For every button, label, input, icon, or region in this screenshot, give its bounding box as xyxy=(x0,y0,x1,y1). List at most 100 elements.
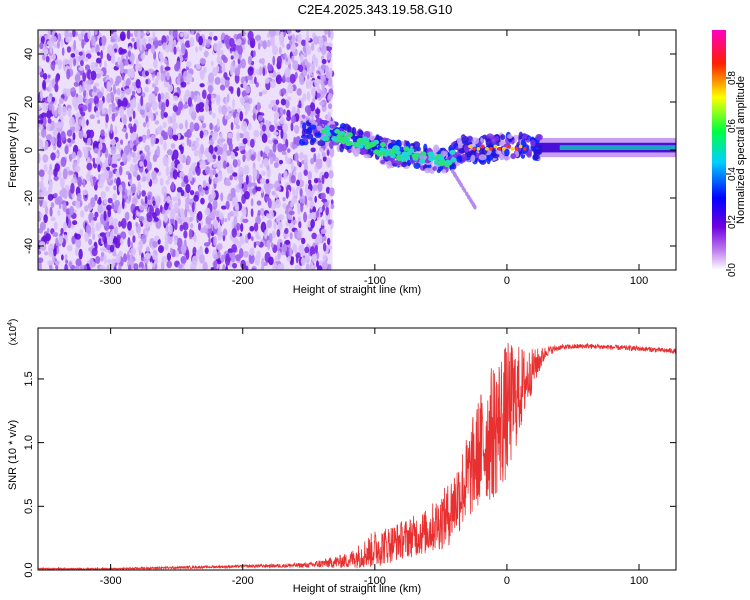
noise-blob xyxy=(78,66,84,72)
noise-blob xyxy=(133,30,139,38)
noise-blob xyxy=(280,128,284,139)
noise-blob xyxy=(152,154,158,163)
noise-blob xyxy=(147,194,151,201)
noise-blob xyxy=(244,238,249,244)
noise-blob xyxy=(253,50,256,57)
noise-blob xyxy=(244,110,248,116)
noise-blob xyxy=(248,187,253,194)
noise-blob xyxy=(255,186,262,192)
noise-blob xyxy=(109,49,115,57)
noise-blob xyxy=(94,30,98,36)
noise-blob xyxy=(213,35,218,41)
noise-blob xyxy=(290,161,294,172)
ridge-blob xyxy=(518,131,523,140)
ridge-blob xyxy=(321,119,329,126)
noise-blob xyxy=(218,147,224,155)
noise-blob xyxy=(49,265,53,270)
noise-blob xyxy=(39,42,44,50)
noise-blob xyxy=(179,208,185,217)
noise-blob xyxy=(309,262,314,270)
noise-blob xyxy=(66,46,72,53)
noise-blob xyxy=(270,242,274,248)
noise-blob xyxy=(160,260,165,270)
noise-blob xyxy=(261,57,265,65)
ridge-peak xyxy=(428,156,435,162)
noise-blob xyxy=(152,252,156,260)
noise-blob xyxy=(255,240,261,246)
noise-blob xyxy=(315,108,321,115)
noise-blob xyxy=(247,66,254,76)
noise-blob xyxy=(68,170,74,175)
noise-blob xyxy=(291,115,297,124)
noise-blob xyxy=(184,208,188,218)
spectrogram-x-label: Height of straight line (km) xyxy=(293,284,421,296)
noise-blob xyxy=(266,219,272,229)
noise-blob xyxy=(204,247,209,255)
noise-blob xyxy=(67,107,72,118)
noise-blob xyxy=(145,43,152,50)
noise-blob xyxy=(326,157,332,168)
noise-blob xyxy=(144,86,149,93)
noise-blob xyxy=(60,156,67,167)
noise-blob xyxy=(43,163,48,172)
noise-blob xyxy=(152,83,156,88)
noise-blob xyxy=(95,44,100,55)
noise-blob xyxy=(69,153,72,162)
noise-blob xyxy=(294,152,299,162)
noise-blob xyxy=(272,55,276,66)
noise-blob xyxy=(297,171,303,182)
noise-blob xyxy=(130,247,137,256)
noise-blob xyxy=(105,186,110,192)
tail-blob xyxy=(459,182,463,188)
noise-blob xyxy=(319,207,323,213)
noise-blob xyxy=(80,59,84,67)
noise-blob xyxy=(329,146,335,158)
noise-blob xyxy=(274,199,281,209)
noise-blob xyxy=(70,182,75,194)
noise-blob xyxy=(247,55,252,65)
noise-blob xyxy=(49,206,53,217)
ridge-blob xyxy=(394,159,403,166)
noise-blob xyxy=(256,101,261,112)
noise-blob xyxy=(306,74,310,80)
noise-blob xyxy=(101,108,106,115)
noise-blob xyxy=(50,152,56,161)
noise-blob xyxy=(39,212,43,219)
noise-blob xyxy=(90,129,94,139)
ridge-blob xyxy=(317,139,326,147)
noise-blob xyxy=(98,142,103,151)
ridge-blob xyxy=(456,137,463,146)
noise-blob xyxy=(144,51,149,56)
noise-blob xyxy=(167,84,174,92)
noise-blob xyxy=(212,199,218,210)
noise-blob xyxy=(286,109,291,118)
noise-blob xyxy=(39,89,43,100)
noise-blob xyxy=(132,171,138,178)
noise-blob xyxy=(42,54,46,61)
noise-blob xyxy=(136,86,142,94)
noise-blob xyxy=(312,87,316,98)
noise-blob xyxy=(154,195,161,206)
noise-blob xyxy=(42,79,47,90)
ridge-peak xyxy=(401,151,408,157)
noise-blob xyxy=(114,48,118,53)
noise-blob xyxy=(253,222,259,232)
noise-blob xyxy=(236,159,241,167)
noise-blob xyxy=(221,54,227,61)
noise-blob xyxy=(320,75,324,86)
y-tick-label: 0 xyxy=(23,147,35,153)
noise-blob xyxy=(253,241,257,249)
noise-blob xyxy=(93,216,97,221)
noise-blob xyxy=(51,53,56,61)
noise-blob xyxy=(118,264,122,270)
noise-blob xyxy=(139,108,145,116)
noise-blob xyxy=(144,253,151,259)
noise-blob xyxy=(155,111,159,116)
snr-axes-frame xyxy=(37,327,677,571)
noise-blob xyxy=(132,110,136,120)
noise-blob xyxy=(167,233,173,245)
noise-blob xyxy=(232,172,238,177)
noise-blob xyxy=(178,123,184,130)
noise-blob xyxy=(97,180,104,189)
noise-blob xyxy=(107,197,113,204)
